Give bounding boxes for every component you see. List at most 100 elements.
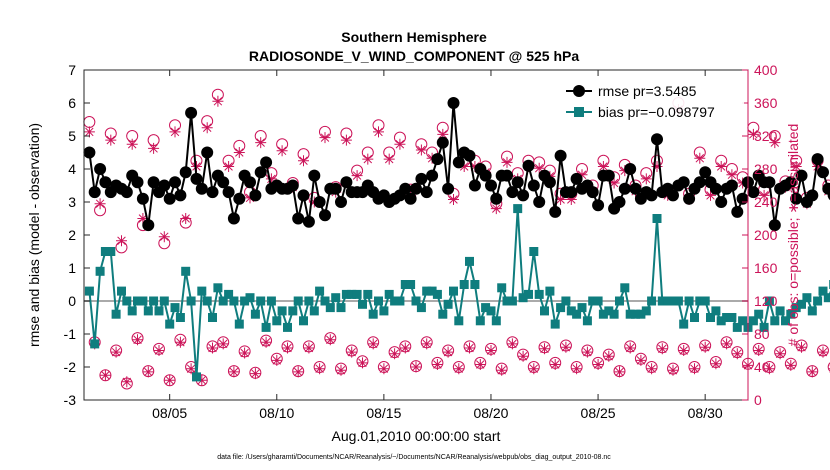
assimilated-point (83, 126, 95, 138)
bias-point (416, 303, 426, 313)
bias-point (95, 266, 105, 276)
assimilated-point (164, 374, 176, 386)
possible-point (581, 344, 594, 357)
rmse-point (83, 146, 96, 159)
rmse-point (522, 159, 535, 172)
legend-bias-label: bias pr=−0.098797 (598, 104, 715, 120)
possible-point (351, 164, 364, 177)
bias-point (459, 280, 469, 289)
bias-point (331, 293, 341, 303)
rmse-point (586, 186, 599, 199)
bias-point (604, 306, 614, 316)
assimilated-point (153, 345, 165, 356)
y-tick-left-label: 5 (68, 128, 76, 144)
bias-point (390, 296, 400, 306)
rmse-point (249, 189, 262, 202)
rmse-point (501, 169, 513, 182)
bias-point (336, 303, 346, 313)
bias-point (288, 306, 298, 316)
bias-point (679, 319, 689, 329)
rmse-point (506, 186, 519, 199)
bias-point (304, 296, 314, 306)
possible-point (292, 365, 305, 378)
bias-point (465, 256, 474, 266)
possible-point (201, 115, 214, 128)
bias-point (427, 286, 437, 296)
possible-point (768, 130, 781, 142)
rmse-point (222, 186, 235, 199)
possible-point (442, 344, 455, 357)
assimilated-point (785, 359, 797, 371)
rmse-point (543, 176, 556, 189)
bias-point (641, 306, 651, 316)
rmse-point (431, 153, 444, 166)
possible-point (667, 362, 680, 375)
rmse-point (447, 97, 460, 109)
assimilated-point (185, 363, 197, 375)
bias-point (524, 289, 533, 299)
y-tick-right-label: 320 (754, 128, 778, 144)
possible-point (474, 356, 487, 369)
bias-point (598, 309, 608, 319)
rmse-point (533, 196, 546, 208)
possible-point (576, 163, 588, 175)
rmse-point (699, 166, 712, 179)
possible-point (699, 339, 712, 352)
bias-point (502, 296, 512, 306)
assimilated-point (747, 128, 759, 140)
y-tick-left-label: -3 (64, 392, 77, 408)
bias-point (481, 303, 491, 313)
possible-point (774, 346, 787, 359)
rmse-point (313, 196, 326, 208)
bias-point (127, 306, 137, 316)
bias-point (90, 339, 100, 349)
bias-point (797, 299, 806, 309)
bias-point (384, 289, 394, 299)
possible-point (549, 356, 562, 369)
bias-point (122, 296, 132, 306)
bias-point (593, 296, 603, 306)
y-tick-right-label: 160 (754, 260, 778, 276)
possible-point (377, 361, 390, 373)
assimilated-point (689, 363, 700, 375)
bias-point (159, 296, 169, 306)
possible-point (383, 146, 396, 159)
possible-point (501, 150, 514, 163)
possible-point (693, 146, 706, 159)
rmse-point (565, 186, 578, 199)
bias-point (400, 280, 410, 289)
rmse-point (335, 196, 347, 208)
bias-point (283, 322, 292, 332)
assimilated-point (105, 134, 117, 146)
bias-point (261, 322, 271, 332)
assimilated-point (453, 363, 465, 375)
y-tick-right-label: 280 (754, 161, 778, 177)
rmse-point (308, 169, 321, 182)
possible-point (297, 148, 310, 161)
bias-point (652, 214, 662, 223)
y-tick-right-label: 240 (754, 194, 778, 210)
bias-point (561, 296, 571, 306)
possible-point (415, 138, 428, 151)
assimilated-point (367, 338, 379, 350)
possible-point (302, 340, 315, 353)
legend-box (560, 78, 744, 122)
bias-point (406, 280, 416, 289)
bias-point (133, 296, 142, 306)
assimilated-point (763, 363, 775, 375)
rmse-point (94, 163, 107, 175)
x-tick-label: 08/15 (366, 405, 401, 421)
bias-point (722, 313, 732, 322)
assimilated-point (99, 369, 111, 381)
bias-point (695, 296, 705, 306)
y-axis-right: 0 40 80 120 160 200 240 280 320 360 400 (742, 62, 778, 408)
possible-point (313, 361, 326, 373)
possible-point (152, 342, 165, 355)
possible-point (158, 237, 171, 250)
assimilated-point (357, 357, 368, 369)
rmse-point (169, 176, 181, 189)
x-axis: 08/05 08/10 08/15 08/20 08/25 08/30 (152, 70, 723, 421)
y-axis-right-label: # of obs: o=possible; ∗=assimilated (785, 124, 801, 347)
rmse-point (624, 163, 637, 175)
